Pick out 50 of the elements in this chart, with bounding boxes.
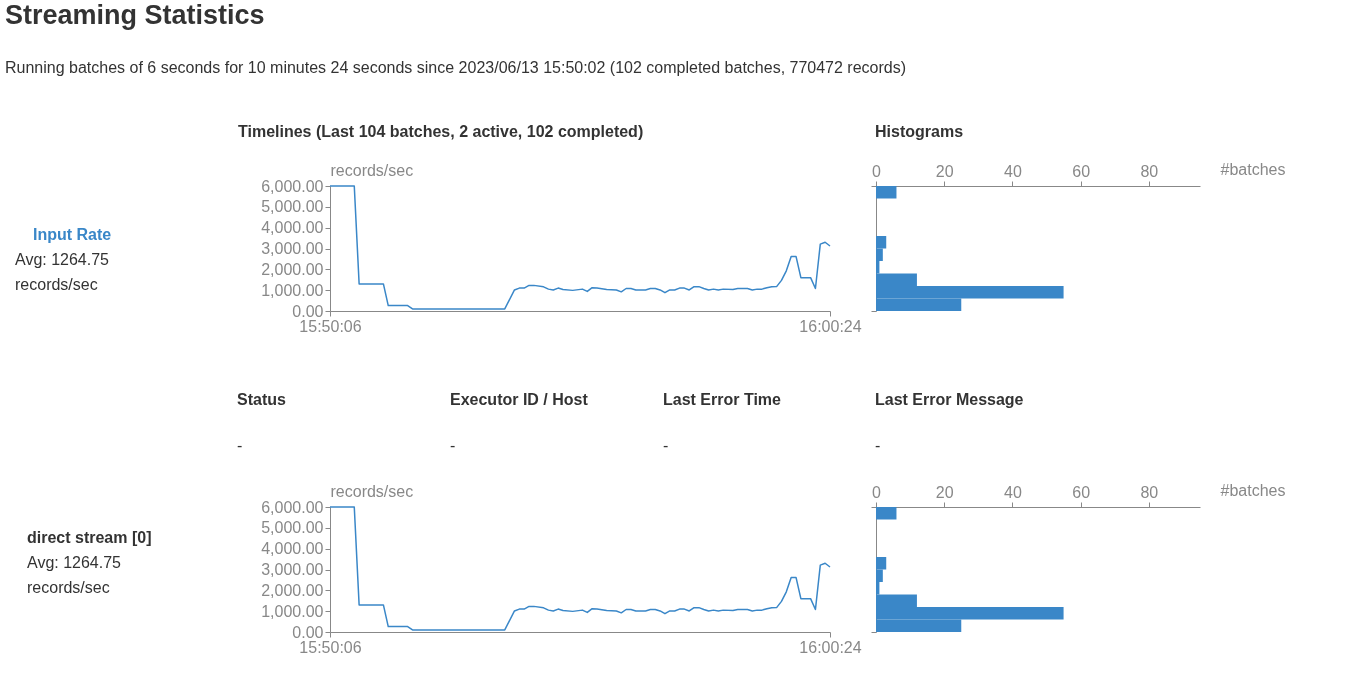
x-tick-label: 40 — [1004, 483, 1022, 501]
y-tick-label: 0.00 — [292, 623, 324, 641]
x-tick-label: 60 — [1072, 162, 1091, 180]
y-tick-label: 2,000.00 — [261, 581, 324, 599]
chart-subtitle: Running batches of 6 seconds for 10 minutes 24 seconds since 2023/06/13 15:50:02 (102 completed batches, 770472 records) — [5, 59, 907, 76]
x-tick-label: 40 — [1004, 162, 1022, 180]
y-tick-label: 3,000.00 — [261, 561, 324, 578]
x-tick-label: 16:00:24 — [799, 317, 862, 335]
text: Timelines (Last 104 batches, 2 active, 102 completed) — [238, 123, 644, 140]
x-tick-label: 60 — [1072, 483, 1091, 501]
y-tick-label: 1,000.00 — [261, 602, 324, 620]
y-tick-label: 0.00 — [292, 302, 324, 320]
text: - — [450, 437, 456, 454]
y-tick-label: 1,000.00 — [261, 281, 324, 299]
chart-title: Streaming Statistics — [5, 0, 265, 30]
y-tick-label: 2,000.00 — [261, 260, 324, 278]
text: Input Rate — [33, 226, 112, 243]
text: Last Error Message — [875, 391, 1024, 408]
text: Avg: 1264.75 — [15, 251, 110, 268]
y-tick-label: 3,000.00 — [261, 240, 324, 257]
x-tick-label: 20 — [935, 483, 954, 501]
text: - — [663, 437, 669, 454]
text: Histograms — [875, 123, 964, 140]
y-axis-title: records/sec — [330, 482, 414, 500]
x-axis-title: #batches — [1220, 160, 1286, 178]
x-tick-label: 15:50:06 — [299, 638, 362, 656]
x-tick-label: 80 — [1140, 162, 1159, 180]
y-tick-label: 5,000.00 — [261, 519, 324, 537]
y-tick-label: 4,000.00 — [261, 219, 324, 237]
text: - — [237, 437, 243, 454]
x-tick-label: 20 — [935, 162, 954, 180]
y-tick-label: 5,000.00 — [261, 198, 324, 216]
x-tick-label: 0 — [872, 162, 882, 180]
y-axis-title: records/sec — [330, 161, 414, 179]
text: records/sec — [27, 579, 110, 596]
x-axis-title: #batches — [1220, 481, 1286, 499]
text: Executor ID / Host — [450, 391, 589, 408]
x-tick-label: 80 — [1140, 483, 1159, 501]
y-tick-label: 6,000.00 — [261, 498, 324, 516]
text: direct stream [0] — [27, 529, 152, 546]
y-tick-label: 6,000.00 — [261, 177, 324, 195]
x-tick-label: 15:50:06 — [299, 317, 362, 335]
text: Status — [237, 391, 286, 408]
x-tick-label: 0 — [872, 483, 882, 501]
text: - — [875, 437, 881, 454]
text: Avg: 1264.75 — [27, 554, 122, 571]
text: Last Error Time — [663, 391, 782, 408]
text: records/sec — [15, 276, 98, 293]
y-tick-label: 4,000.00 — [261, 540, 324, 558]
x-tick-label: 16:00:24 — [799, 638, 862, 656]
